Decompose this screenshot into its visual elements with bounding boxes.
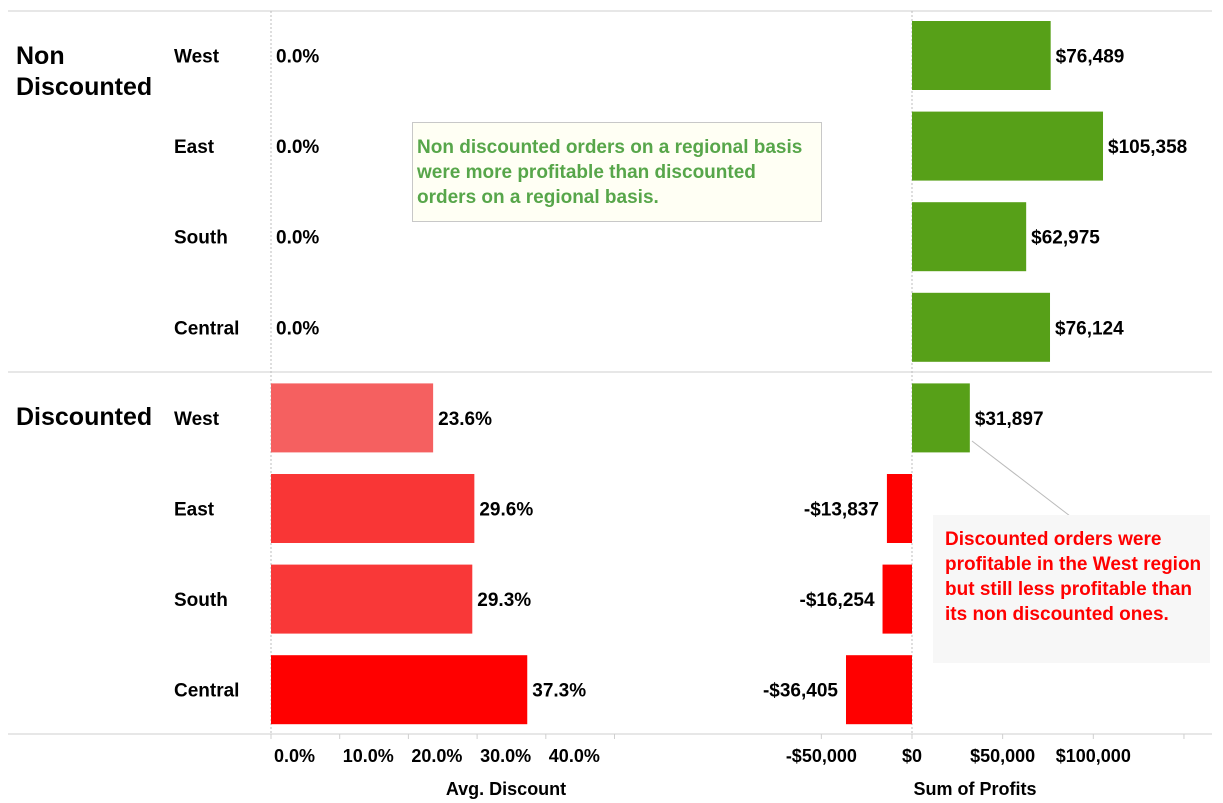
discount-tick-label: 40.0% bbox=[549, 746, 600, 766]
discount-axis-title: Avg. Discount bbox=[446, 779, 566, 799]
region-label: West bbox=[174, 47, 220, 68]
profit-bar bbox=[882, 564, 912, 634]
discount-data-label: 37.3% bbox=[532, 681, 586, 702]
profit-data-label: $31,897 bbox=[975, 409, 1044, 430]
profit-data-label: -$36,405 bbox=[763, 681, 838, 702]
profit-axis-title: Sum of Profits bbox=[913, 779, 1036, 799]
region-label: East bbox=[174, 500, 215, 521]
region-label: West bbox=[174, 409, 220, 430]
discount-bar bbox=[271, 383, 434, 453]
profit-tick-label: -$50,000 bbox=[786, 746, 857, 766]
group-label-non-discounted: Non Discounted bbox=[16, 42, 153, 101]
region-label: Central bbox=[174, 681, 239, 702]
discount-data-label: 29.6% bbox=[479, 500, 533, 521]
region-label: East bbox=[174, 137, 215, 158]
group-label-discounted: Discounted bbox=[16, 403, 153, 431]
profit-data-label: -$13,837 bbox=[804, 500, 879, 521]
discount-data-label: 0.0% bbox=[276, 228, 319, 249]
profit-tick-label: $50,000 bbox=[970, 746, 1035, 766]
profit-tick-label: $0 bbox=[902, 746, 922, 766]
discount-bar bbox=[271, 474, 475, 543]
profit-bar bbox=[912, 21, 1051, 90]
profit-bar bbox=[912, 292, 1051, 362]
profit-bar bbox=[845, 655, 912, 725]
profit-bar bbox=[912, 202, 1027, 272]
discount-tick-label: 30.0% bbox=[480, 746, 531, 766]
discount-bar bbox=[271, 564, 473, 634]
discount-data-label: 0.0% bbox=[276, 318, 319, 339]
profit-data-label: $105,358 bbox=[1108, 137, 1187, 158]
profit-data-label: $76,124 bbox=[1055, 318, 1124, 339]
profit-data-label: $76,489 bbox=[1056, 47, 1125, 68]
profit-bar bbox=[912, 383, 970, 453]
annotation-leader-line bbox=[971, 440, 1071, 517]
discount-tick-label: 20.0% bbox=[411, 746, 462, 766]
profit-tick-label: $100,000 bbox=[1056, 746, 1131, 766]
annotation-discounted-west: Discounted orders were profitable in the… bbox=[933, 515, 1210, 663]
discount-tick-label: 0.0% bbox=[274, 746, 315, 766]
discount-bar bbox=[271, 655, 528, 725]
discount-data-label: 29.3% bbox=[477, 590, 531, 611]
discount-data-label: 23.6% bbox=[438, 409, 492, 430]
region-label: Central bbox=[174, 318, 239, 339]
region-label: South bbox=[174, 590, 228, 611]
profit-data-label: -$16,254 bbox=[800, 590, 875, 611]
profit-bar bbox=[912, 111, 1104, 181]
annotation-non-discounted: Non discounted orders on a regional basi… bbox=[412, 122, 822, 222]
profit-bar bbox=[886, 474, 912, 543]
discount-tick-label: 10.0% bbox=[343, 746, 394, 766]
region-label: South bbox=[174, 228, 228, 249]
discount-data-label: 0.0% bbox=[276, 47, 319, 68]
discount-data-label: 0.0% bbox=[276, 137, 319, 158]
profit-data-label: $62,975 bbox=[1031, 228, 1100, 249]
